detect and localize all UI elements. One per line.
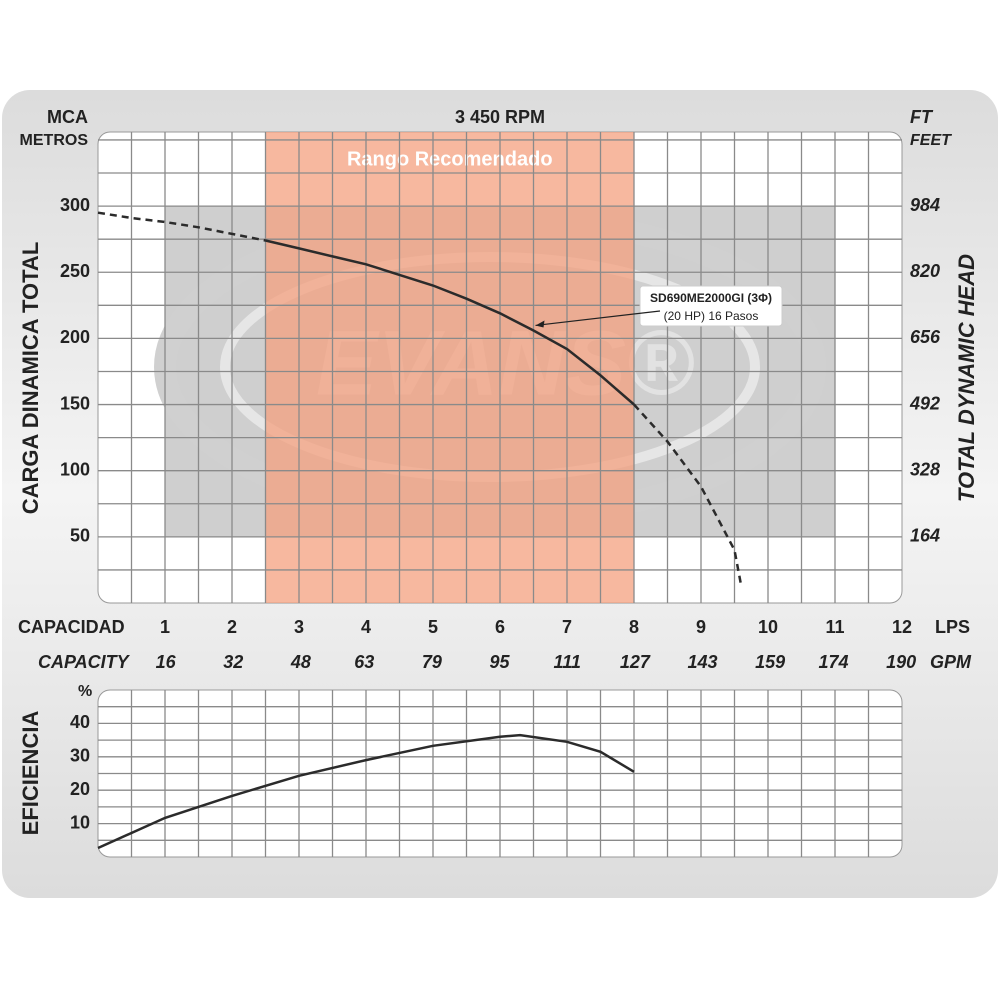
y-tick-label: 30 <box>70 746 90 766</box>
y-label-top: MCA <box>47 107 88 127</box>
chart-title: 3 450 RPM <box>455 107 545 127</box>
x2-axis-label: CAPACITY <box>38 652 131 672</box>
x2-tick-label: 190 <box>886 652 916 672</box>
y2-axis-label: TOTAL DYNAMIC HEAD <box>954 254 979 502</box>
x2-tick-label: 127 <box>620 652 651 672</box>
x2-tick-label: 79 <box>422 652 442 672</box>
y-tick-label: 10 <box>70 812 90 832</box>
y-axis-label: EFICIENCIA <box>18 711 43 836</box>
y2-tick-label: 164 <box>910 526 940 546</box>
x-tick-label: 8 <box>629 617 639 637</box>
x-tick-label: 12 <box>892 617 912 637</box>
y2-tick-label: 984 <box>910 195 940 215</box>
x-axis-label: CAPACIDAD <box>18 617 125 637</box>
annotation-text: (20 HP) 16 Pasos <box>664 309 759 323</box>
x2-unit: GPM <box>930 652 972 672</box>
recommended-range <box>265 132 634 603</box>
curve <box>265 239 635 406</box>
annotation-arrowhead <box>535 320 545 328</box>
y2-tick-label: 492 <box>909 393 940 413</box>
annotation-box <box>639 285 783 327</box>
y-tick-label: 150 <box>60 393 90 413</box>
x2-tick-label: 159 <box>755 652 785 672</box>
x2-tick-label: 63 <box>354 652 374 672</box>
y-axis-label: CARGA DINAMICA TOTAL <box>18 242 43 515</box>
x-tick-label: 5 <box>428 617 438 637</box>
x-tick-label: 9 <box>696 617 706 637</box>
x2-tick-label: 143 <box>687 652 717 672</box>
x2-tick-label: 95 <box>490 652 511 672</box>
y-unit: % <box>78 683 92 700</box>
y-unit: METROS <box>20 132 89 149</box>
x-tick-label: 3 <box>294 617 304 637</box>
x-tick-label: 11 <box>825 617 844 637</box>
y-tick-label: 40 <box>70 712 90 732</box>
x2-tick-label: 48 <box>290 652 311 672</box>
y2-tick-label: 328 <box>910 459 940 479</box>
annotation-text: SD690ME2000GI (3Φ) <box>650 291 772 305</box>
y2-unit: FEET <box>910 132 952 149</box>
curve <box>97 733 635 850</box>
grid <box>98 690 902 857</box>
curve <box>97 211 743 587</box>
y-tick-label: 300 <box>60 195 90 215</box>
x2-tick-label: 174 <box>818 652 848 672</box>
y-tick-label: 50 <box>70 526 90 546</box>
grid <box>98 132 902 603</box>
x-unit: LPS <box>935 617 970 637</box>
y2-label-top: FT <box>910 107 934 127</box>
x-tick-label: 10 <box>758 617 778 637</box>
x-tick-label: 1 <box>160 617 170 637</box>
annotation-arrow <box>535 310 661 327</box>
y-tick-label: 20 <box>70 779 90 799</box>
y2-tick-label: 656 <box>910 327 941 347</box>
y-tick-label: 250 <box>60 261 90 281</box>
x2-tick-label: 111 <box>554 652 581 672</box>
x-tick-label: 7 <box>562 617 572 637</box>
x2-tick-label: 32 <box>223 652 243 672</box>
x2-tick-label: 16 <box>156 652 177 672</box>
y-tick-label: 100 <box>60 459 90 479</box>
x-tick-label: 4 <box>361 617 371 637</box>
y-tick-label: 200 <box>60 327 90 347</box>
recommended-label: Rango Recomendado <box>347 148 553 170</box>
y2-tick-label: 820 <box>910 261 940 281</box>
x-tick-label: 6 <box>495 617 505 637</box>
x-tick-label: 2 <box>227 617 237 637</box>
